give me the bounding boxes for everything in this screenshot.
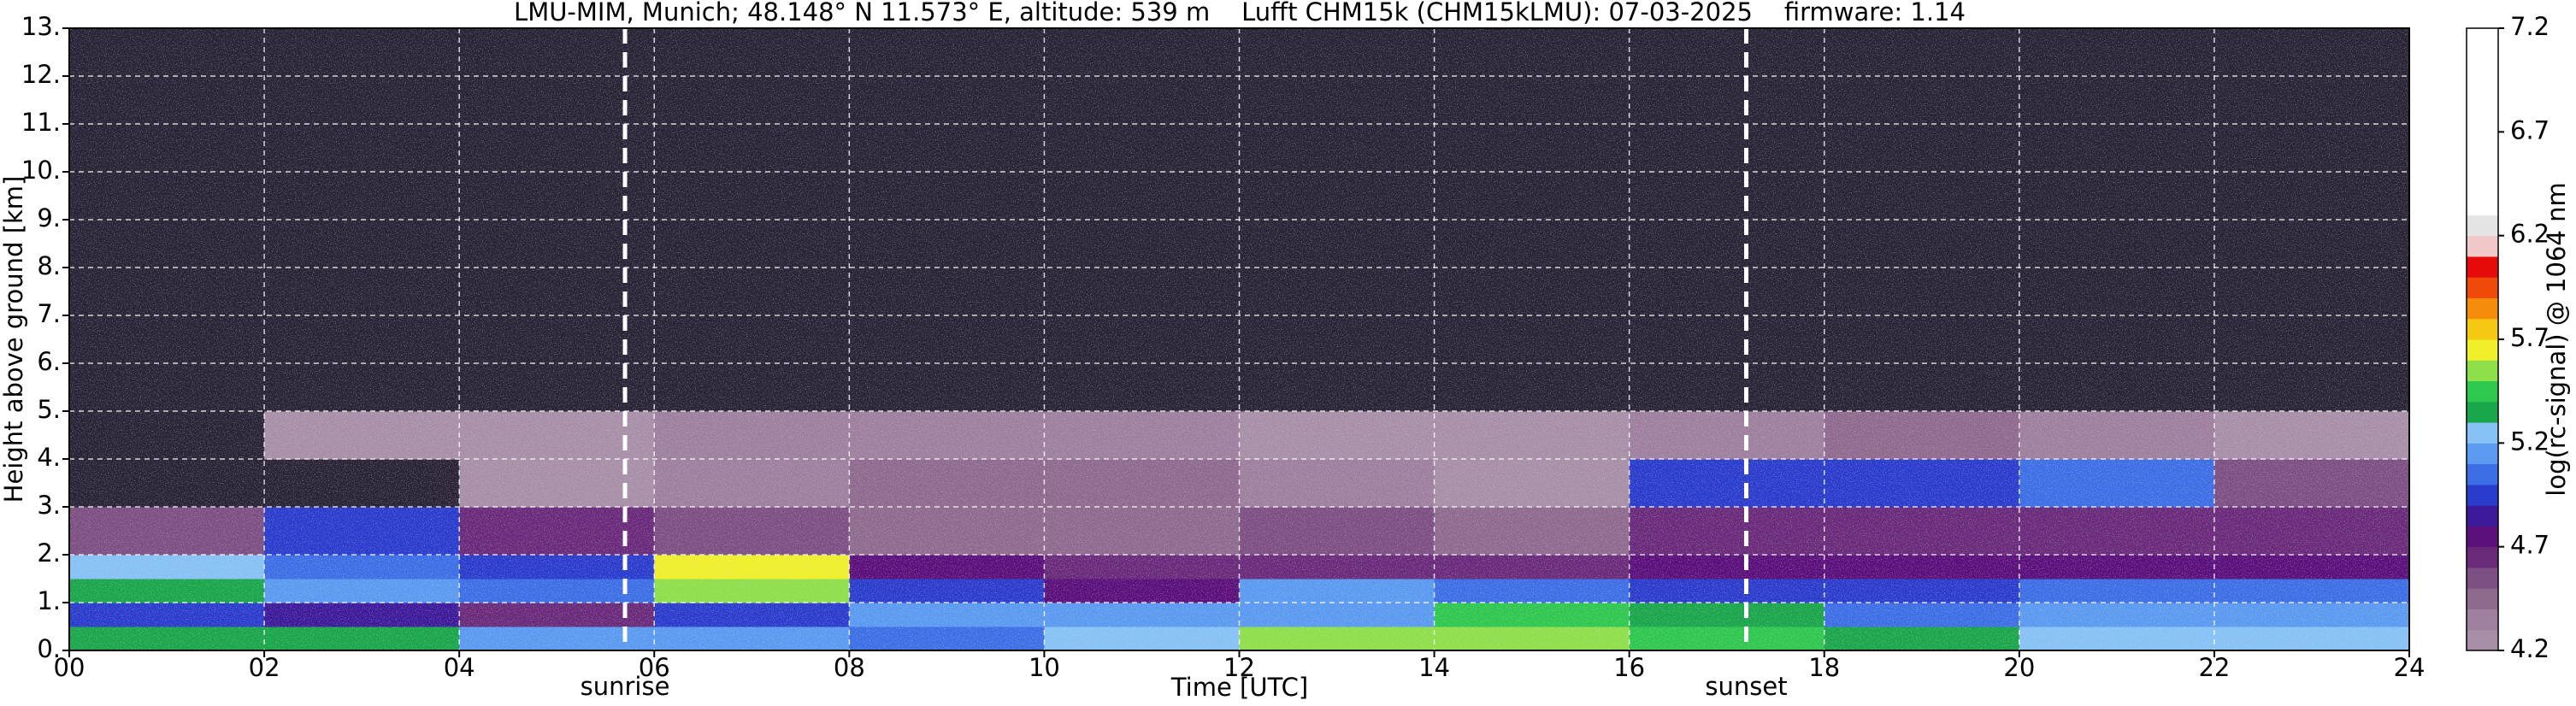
colorbar-segment: [2467, 339, 2498, 361]
colorbar-segment: [2467, 49, 2498, 71]
colorbar-segment: [2467, 28, 2498, 50]
colorbar-tick-label: 5.7: [2510, 323, 2549, 352]
colorbar-segment: [2467, 215, 2498, 237]
colorbar-segment: [2467, 380, 2498, 403]
colorbar-segment: [2467, 567, 2498, 589]
y-tick-label: 8.: [37, 251, 61, 280]
x-tick-label: 08: [834, 653, 865, 682]
x-tick-label: 10: [1029, 653, 1060, 682]
y-tick-label: 3.: [37, 491, 61, 520]
x-tick-label: 12: [1223, 653, 1255, 682]
colorbar-segment: [2467, 443, 2498, 465]
colorbar-segment: [2467, 235, 2498, 257]
colorbar-segment: [2467, 360, 2498, 382]
x-tick-label: 04: [444, 653, 475, 682]
colorbar-segment: [2467, 69, 2498, 91]
y-tick-label: 9.: [37, 203, 61, 232]
x-tick-label: 14: [1418, 653, 1450, 682]
x-tick-label: 22: [2198, 653, 2230, 682]
colorbar-segment: [2467, 505, 2498, 527]
colorbar-segment: [2467, 173, 2498, 195]
colorbar-segment: [2467, 526, 2498, 548]
x-axis-label: Time [UTC]: [1170, 673, 1308, 702]
colorbar-segment: [2467, 256, 2498, 278]
colorbar-tick-label: 5.2: [2510, 427, 2549, 456]
y-tick-label: 6.: [37, 347, 61, 376]
y-axis-label: Height above ground [km]: [0, 176, 28, 503]
y-tick-label: 13.: [21, 12, 61, 41]
y-tick-label: 5.: [37, 395, 61, 424]
colorbar-tick-label: 4.2: [2510, 634, 2549, 663]
chart-title: LMU-MIM, Munich; 48.148° N 11.573° E, al…: [514, 0, 1966, 26]
x-tick-label: 20: [2003, 653, 2035, 682]
colorbar-segment: [2467, 152, 2498, 174]
colorbar-segment: [2467, 194, 2498, 215]
x-tick-label: 16: [1613, 653, 1645, 682]
colorbar-tick-label: 6.2: [2510, 220, 2549, 249]
colorbar-segment: [2467, 90, 2498, 112]
plot-frame: [68, 27, 2410, 651]
colorbar-segment: [2467, 132, 2498, 154]
colorbar-segment: [2467, 422, 2498, 444]
y-tick-label: 4.: [37, 443, 61, 472]
colorbar-segment: [2467, 588, 2498, 609]
y-tick-label: 0.: [37, 634, 61, 663]
y-tick-label: 7.: [37, 299, 61, 328]
y-tick-label: 1.: [37, 586, 61, 615]
y-tick-label: 11.: [21, 108, 61, 137]
x-tick-label: 18: [1808, 653, 1840, 682]
colorbar-tick-label: 7.2: [2510, 12, 2549, 41]
colorbar-segment: [2467, 277, 2498, 298]
y-tick-label: 10.: [21, 156, 61, 185]
colorbar-segment: [2467, 463, 2498, 485]
colorbar-segment: [2467, 297, 2498, 320]
colorbar-segment: [2467, 111, 2498, 132]
colorbar-tick-label: 6.7: [2510, 115, 2549, 144]
annotation-label: sunset: [1705, 672, 1787, 701]
colorbar-segment: [2467, 401, 2498, 423]
x-tick-label: 02: [249, 653, 280, 682]
colorbar-segment: [2467, 609, 2498, 631]
colorbar-label: log(rc-signal) @ 1064 nm: [2542, 182, 2571, 496]
y-tick-label: 12.: [21, 60, 61, 89]
colorbar-segment: [2467, 484, 2498, 506]
colorbar-segment: [2467, 318, 2498, 340]
colorbar-segment: [2467, 629, 2498, 651]
x-tick-label: 24: [2394, 653, 2426, 682]
x-tick-label: 00: [54, 653, 85, 682]
x-tick-label: 06: [639, 653, 670, 682]
y-tick-label: 2.: [37, 538, 61, 568]
colorbar-segment: [2467, 546, 2498, 568]
annotation-label: sunrise: [581, 672, 670, 701]
colorbar-tick-label: 4.7: [2510, 531, 2549, 560]
